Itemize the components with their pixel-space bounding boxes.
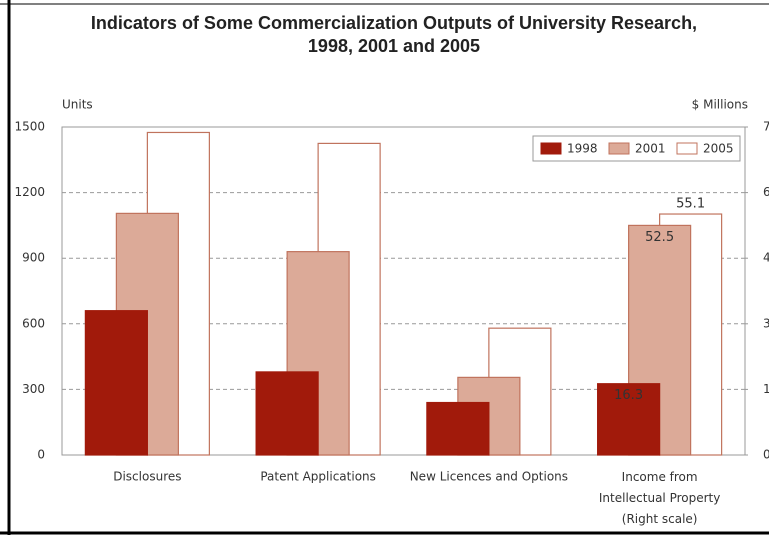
- y-tick-label: 1200: [14, 185, 45, 199]
- legend-swatch: [540, 142, 562, 155]
- bar: [84, 310, 148, 456]
- plot-frame: [61, 126, 746, 456]
- x-tick-label: Patent Applications: [260, 470, 376, 484]
- y2-tick-label: 15: [763, 382, 769, 396]
- bar: [597, 383, 661, 456]
- legend-label: 2005: [703, 142, 734, 156]
- y-tick-label: 0: [37, 448, 45, 462]
- data-label: 55.1: [676, 197, 705, 212]
- y2-tick-label: 0: [763, 448, 769, 462]
- y-axis-label: Units: [62, 98, 93, 112]
- y2-tick-label: 60: [763, 185, 769, 199]
- legend-label: 1998: [567, 142, 598, 156]
- y-tick-label: 900: [22, 251, 45, 265]
- y2-axis-label: $ Millions: [692, 98, 748, 112]
- bar: [255, 371, 319, 456]
- y2-tick-label: 75: [763, 120, 769, 134]
- x-tick-label: Disclosures: [113, 470, 181, 484]
- legend-swatch: [676, 142, 698, 155]
- data-label: 52.5: [645, 230, 674, 245]
- chart-title: Indicators of Some Commercialization Out…: [91, 13, 697, 56]
- y2-tick-label: 30: [763, 316, 769, 330]
- x-tick-label: Income from Intellectual Property (Right s…: [599, 470, 720, 526]
- legend-swatch: [608, 142, 630, 155]
- x-tick-label: New Licences and Options: [410, 470, 568, 484]
- data-label: 16.3: [614, 388, 643, 403]
- legend-label: 2001: [635, 142, 666, 156]
- y-tick-label: 600: [22, 316, 45, 330]
- bar: [426, 401, 490, 456]
- y-tick-label: 1500: [14, 120, 45, 134]
- y-tick-label: 300: [22, 382, 45, 396]
- legend-frame: [532, 135, 741, 162]
- y2-tick-label: 45: [763, 251, 769, 265]
